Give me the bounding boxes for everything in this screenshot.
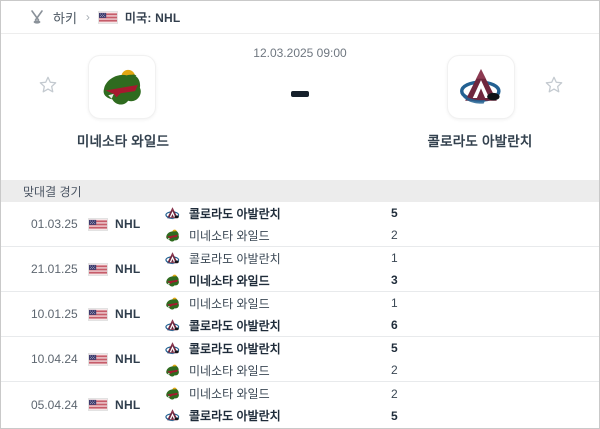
match-lines: 미네소타 와일드 1 콜로라도 아발란치 6: [165, 294, 405, 335]
away-team-name[interactable]: 콜로라도 아발란치: [427, 134, 533, 149]
match-date: 21.01.25: [31, 262, 78, 276]
away-team-logo-card[interactable]: [447, 55, 515, 119]
league-label: NHL: [115, 397, 141, 412]
breadcrumb-sport-link[interactable]: 하키: [53, 10, 77, 26]
team-line: 콜로라도 아발란치 5: [165, 204, 405, 223]
h2h-row[interactable]: 05.04.24 NHL 미네소타 와일드 2 콜로라도 아발란치 5: [1, 382, 599, 427]
h2h-row[interactable]: 10.04.24 NHL 콜로라도 아발란치 5 미네소타 와일드 2: [1, 337, 599, 382]
minnesota-wild-logo-icon: [165, 296, 180, 311]
match-lines: 콜로라도 아발란치 1 미네소타 와일드 3: [165, 249, 405, 290]
match-header: 12.03.2025 09:00 - 미네소타 와일드 콜로라도 아발란치: [1, 34, 599, 180]
team-line: 미네소타 와일드 1: [165, 294, 405, 313]
league-cell: NHL: [89, 352, 149, 366]
team-score: 6: [391, 318, 398, 332]
colorado-avalanche-logo-icon: [165, 341, 180, 356]
us-flag-icon: [89, 219, 107, 230]
home-team-logo-card[interactable]: [88, 55, 156, 119]
us-flag-icon: [89, 264, 107, 275]
team-score: 2: [391, 228, 398, 242]
h2h-list: 01.03.25 NHL 콜로라도 아발란치 5 미네소타 와일드 2: [1, 202, 599, 427]
us-flag-icon: [89, 309, 107, 320]
h2h-section-title: 맞대결 경기: [23, 184, 82, 199]
league-cell: NHL: [89, 307, 149, 321]
match-date: 05.04.24: [31, 397, 78, 412]
league-cell: NHL: [89, 217, 149, 231]
team-name: 미네소타 와일드: [189, 273, 270, 288]
team-score: 2: [391, 386, 398, 401]
team-name: 미네소타 와일드: [189, 228, 270, 243]
team-score: 3: [391, 273, 398, 287]
team-score: 5: [391, 206, 398, 220]
minnesota-wild-logo-icon: [165, 363, 180, 378]
team-line: 미네소타 와일드 2: [165, 361, 405, 380]
team-score: 5: [391, 341, 398, 355]
colorado-avalanche-logo-icon: [165, 318, 180, 333]
colorado-avalanche-logo-icon: [165, 408, 180, 423]
team-line: 콜로라도 아발란치 5: [165, 406, 405, 425]
team-line: 미네소타 와일드 2: [165, 384, 405, 403]
home-team-name[interactable]: 미네소타 와일드: [76, 134, 170, 149]
team-line: 콜로라도 아발란치 6: [165, 316, 405, 335]
team-score: 1: [391, 296, 398, 310]
team-name: 콜로라도 아발란치: [189, 318, 281, 333]
score-separator: -: [291, 91, 309, 97]
match-date: 10.01.25: [31, 307, 78, 321]
league-cell: NHL: [89, 398, 149, 412]
minnesota-wild-logo-icon: [99, 65, 145, 109]
colorado-avalanche-logo-icon: [165, 251, 180, 266]
team-score: 1: [391, 251, 398, 265]
team-name: 미네소타 와일드: [189, 387, 270, 401]
team-line: 콜로라도 아발란치 1: [165, 249, 405, 268]
colorado-avalanche-logo-icon: [458, 65, 504, 109]
team-name: 콜로라도 아발란치: [189, 341, 281, 356]
minnesota-wild-logo-icon: [165, 228, 180, 243]
favorite-star-away-button[interactable]: [543, 74, 565, 96]
team-name: 미네소타 와일드: [189, 296, 270, 311]
chevron-right-icon: ›: [85, 10, 90, 24]
team-score: 2: [391, 363, 398, 377]
team-line: 미네소타 와일드 2: [165, 226, 405, 245]
team-score: 5: [391, 408, 398, 423]
match-datetime: 12.03.2025 09:00: [253, 46, 347, 60]
league-label: NHL: [115, 217, 141, 231]
match-lines: 콜로라도 아발란치 5 미네소타 와일드 2: [165, 339, 405, 380]
league-cell: NHL: [89, 262, 149, 276]
h2h-row[interactable]: 01.03.25 NHL 콜로라도 아발란치 5 미네소타 와일드 2: [1, 202, 599, 247]
team-line: 미네소타 와일드 3: [165, 271, 405, 290]
favorite-star-home-button[interactable]: [37, 74, 59, 96]
h2h-row[interactable]: 21.01.25 NHL 콜로라도 아발란치 1 미네소타 와일드 3: [1, 247, 599, 292]
team-name: 콜로라도 아발란치: [189, 206, 281, 221]
league-label: NHL: [115, 307, 141, 321]
match-lines: 미네소타 와일드 2 콜로라도 아발란치 5: [165, 384, 405, 425]
team-line: 콜로라도 아발란치 5: [165, 339, 405, 358]
us-flag-icon: [89, 399, 107, 410]
league-label: NHL: [115, 352, 141, 366]
league-label: NHL: [115, 262, 141, 276]
hockey-icon: [29, 9, 45, 25]
minnesota-wild-logo-icon: [165, 273, 180, 288]
match-date: 10.04.24: [31, 352, 78, 366]
colorado-avalanche-logo-icon: [165, 206, 180, 221]
team-name: 미네소타 와일드: [189, 363, 270, 378]
breadcrumb: 하키 › 미국: NHL: [1, 1, 599, 34]
match-date: 01.03.25: [31, 217, 78, 231]
team-name: 콜로라도 아발란치: [189, 251, 281, 266]
match-lines: 콜로라도 아발란치 5 미네소타 와일드 2: [165, 204, 405, 245]
team-name: 콜로라도 아발란치: [189, 409, 281, 423]
h2h-section-header: 맞대결 경기: [1, 180, 599, 202]
us-flag-icon: [89, 354, 107, 365]
minnesota-wild-logo-icon: [165, 386, 180, 401]
breadcrumb-league-link[interactable]: 미국: NHL: [124, 10, 181, 25]
us-flag-icon: [99, 12, 117, 23]
h2h-row[interactable]: 10.01.25 NHL 미네소타 와일드 1 콜로라도 아발란치 6: [1, 292, 599, 337]
